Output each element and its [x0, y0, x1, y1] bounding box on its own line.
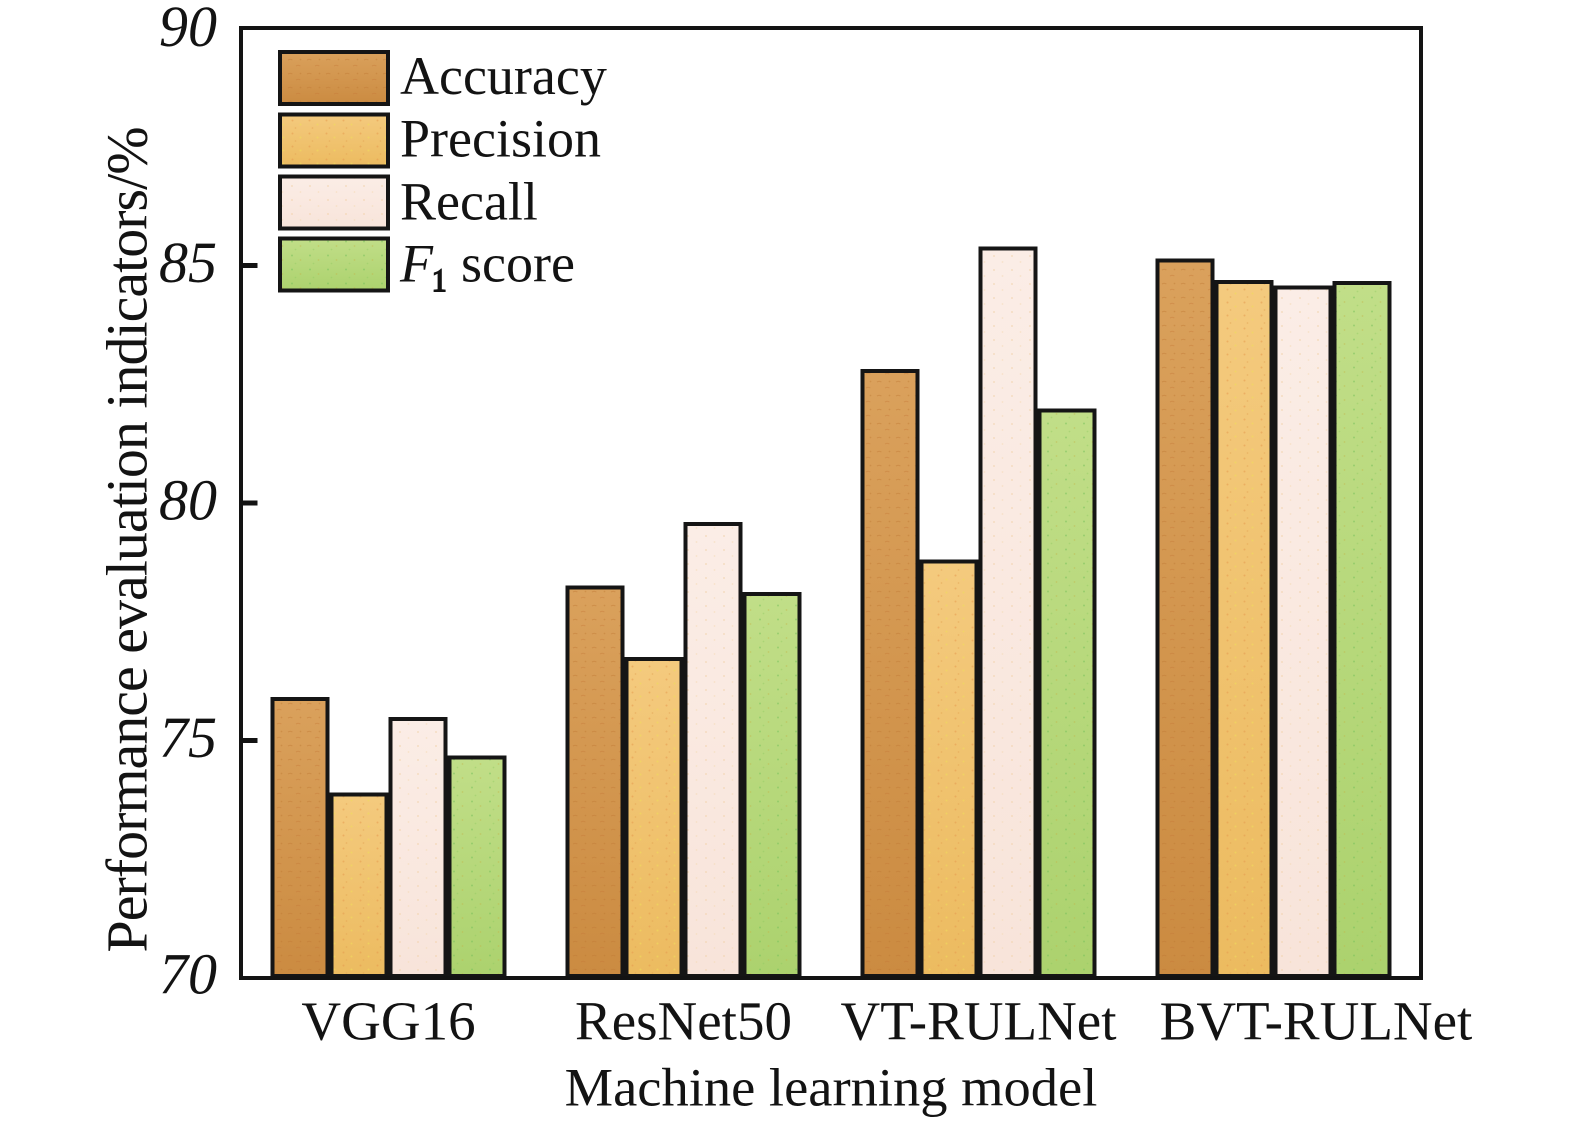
svg-text:Machine learning model: Machine learning model [565, 1057, 1098, 1118]
svg-text:Performance evaluation indicat: Performance evaluation indicators/% [95, 127, 160, 952]
svg-text:80: 80 [159, 468, 217, 533]
svg-text:ResNet50: ResNet50 [575, 991, 792, 1052]
svg-text:70: 70 [159, 942, 217, 1007]
svg-text:Accuracy: Accuracy [400, 46, 607, 106]
svg-text:VGG16: VGG16 [301, 991, 475, 1052]
svg-text:VT-RULNet: VT-RULNet [841, 991, 1117, 1052]
svg-text:85: 85 [159, 230, 217, 295]
svg-text:BVT-RULNet: BVT-RULNet [1160, 991, 1473, 1052]
svg-text:F: F [399, 234, 434, 294]
svg-text:score: score [461, 234, 575, 294]
svg-text:Recall: Recall [400, 172, 538, 232]
svg-text:90: 90 [159, 0, 217, 59]
svg-text:75: 75 [159, 705, 217, 770]
svg-text:Precision: Precision [400, 109, 601, 169]
